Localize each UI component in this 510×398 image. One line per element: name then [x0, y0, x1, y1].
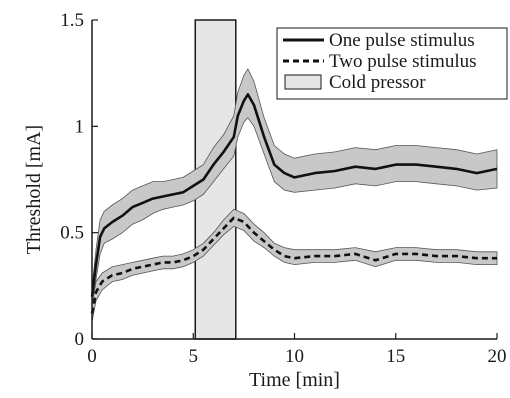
x-tick-label: 15	[386, 346, 405, 367]
legend-swatch-cold-pressor	[285, 75, 321, 89]
y-tick-label: 1.5	[60, 10, 84, 31]
y-tick-label: 1	[75, 116, 85, 137]
error-band-layer	[92, 69, 497, 322]
x-tick-label: 5	[189, 346, 199, 367]
x-tick-label: 10	[285, 346, 304, 367]
y-axis-label: Threshold [mA]	[23, 125, 45, 254]
y-tick-label: 0.5	[60, 223, 84, 244]
x-tick-label: 0	[87, 346, 97, 367]
x-tick-label: 20	[488, 346, 507, 367]
error-band-two-pulse-stimulus	[92, 209, 497, 322]
legend-label-cold-pressor: Cold pressor	[329, 72, 426, 93]
y-tick-label: 0	[75, 329, 85, 350]
legend-label-one-pulse: One pulse stimulus	[329, 30, 475, 51]
x-axis-label: Time [min]	[249, 369, 340, 391]
legend: One pulse stimulus Two pulse stimulus Co…	[277, 28, 507, 99]
legend-label-two-pulse: Two pulse stimulus	[329, 51, 477, 72]
